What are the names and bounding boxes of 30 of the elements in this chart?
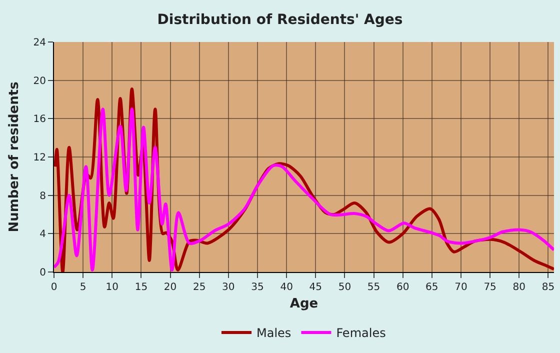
y-axis-title: Number of residents (7, 81, 22, 232)
x-tick-label: 60 (396, 282, 410, 293)
y-tick-label: 16 (33, 114, 46, 126)
legend-label: Males (256, 326, 292, 340)
x-tick-label: 10 (106, 282, 119, 293)
x-tick-label: 40 (280, 282, 293, 293)
x-tick-label: 80 (512, 282, 526, 293)
x-tick-label: 70 (454, 282, 468, 293)
x-tick-label: 15 (134, 282, 148, 293)
x-tick-label: 5 (80, 282, 86, 293)
x-axis-title: Age (290, 296, 318, 312)
y-tick-label: 24 (33, 38, 46, 48)
x-tick-label: 85 (542, 282, 555, 293)
x-tick-label: 35 (251, 282, 264, 293)
legend-label: Females (336, 326, 386, 340)
chart-title: Distribution of Residents' Ages (157, 12, 403, 28)
x-tick-label: 50 (338, 282, 352, 293)
y-tick-label: 8 (40, 190, 46, 202)
y-tick-label: 12 (33, 152, 46, 164)
y-tick-label: 4 (40, 229, 46, 240)
x-tick-label: 25 (192, 282, 206, 293)
x-tick-label: 0 (50, 282, 58, 293)
x-tick-label: 55 (367, 282, 380, 293)
y-tick-label: 0 (40, 268, 46, 278)
x-tick-label: 30 (222, 282, 235, 293)
y-tick-label: 20 (33, 76, 46, 87)
x-tick-label: 65 (426, 282, 438, 293)
x-tick-label: 45 (309, 282, 322, 293)
x-tick-label: 20 (164, 282, 177, 293)
x-tick-label: 75 (484, 282, 496, 293)
